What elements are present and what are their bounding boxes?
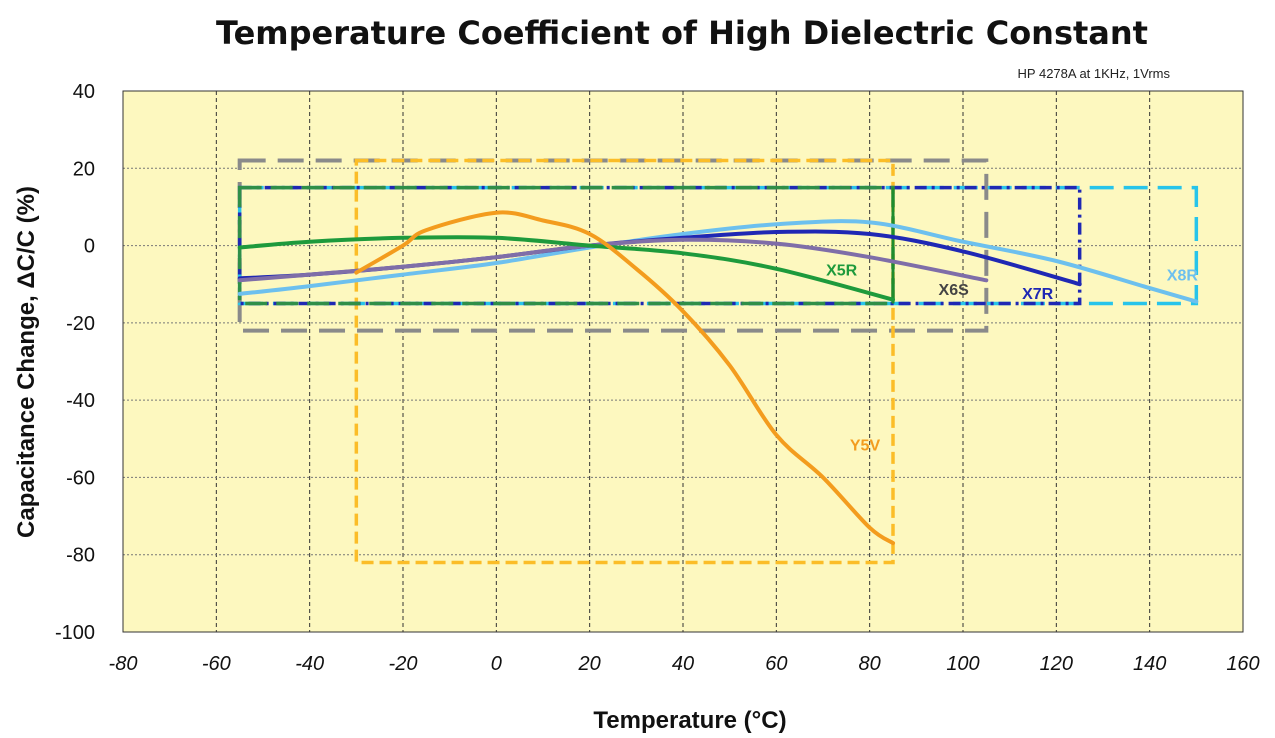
x-tick-label: 40: [672, 653, 694, 675]
y-axis-title: Capacitance Change, ΔC/C (%): [13, 186, 40, 538]
x-tick-label: 20: [578, 653, 601, 675]
grid-lines: [123, 91, 1243, 632]
x-tick-label: 120: [1040, 653, 1073, 675]
x-tick-label: -40: [295, 653, 324, 675]
plot-frame: [122, 90, 1244, 633]
y-tick-label: -60: [66, 467, 95, 489]
plot-area: [123, 91, 1243, 632]
y-tick-label: 40: [73, 81, 95, 103]
series-label-x6s: X6S: [939, 282, 970, 299]
y-tick-label: -100: [55, 622, 95, 644]
x-tick-label: 80: [859, 653, 881, 675]
y-tick-labels: 40 20 0 -20 -40 -60 -80 -100: [55, 81, 95, 644]
y-tick-label: 0: [84, 236, 95, 258]
x-tick-label: 0: [491, 653, 502, 675]
x-tick-label: 160: [1226, 653, 1259, 675]
series-line-x8r: [237, 219, 1199, 304]
y-tick-label: -20: [66, 313, 95, 335]
spec-box-y5v: [354, 158, 895, 565]
x-tick-label: 100: [946, 653, 979, 675]
x-tick-labels: -80 -60 -40 -20 0 20 40 60 80 100 120 140 160: [109, 653, 1260, 675]
series-label-x7r: X7R: [1022, 286, 1054, 303]
spec-box-x5r: [237, 185, 895, 306]
x-tick-label: 60: [765, 653, 787, 675]
series-label-x8r: X8R: [1167, 267, 1199, 284]
y-tick-label: 20: [73, 158, 95, 180]
x-axis-title: Temperature (°C): [593, 707, 786, 734]
series-line-y5v: [354, 210, 895, 546]
series-label-y5v: Y5V: [850, 437, 881, 454]
series-lines: [237, 210, 1199, 546]
x-tick-label: -60: [202, 653, 231, 675]
chart-subtitle: HP 4278A at 1KHz, 1Vrms: [1018, 66, 1171, 81]
x-tick-label: -80: [109, 653, 138, 675]
y-tick-label: -80: [66, 545, 95, 567]
y-tick-label: -40: [66, 390, 95, 412]
series-label-x5r: X5R: [826, 263, 858, 280]
series-line-x5r: [237, 235, 895, 302]
x-tick-label: 140: [1133, 653, 1166, 675]
x-tick-label: -20: [389, 653, 418, 675]
chart-title: Temperature Coefficient of High Dielectr…: [216, 14, 1148, 52]
series-labels: X5R X6S X7R X8R Y5V: [826, 263, 1198, 455]
